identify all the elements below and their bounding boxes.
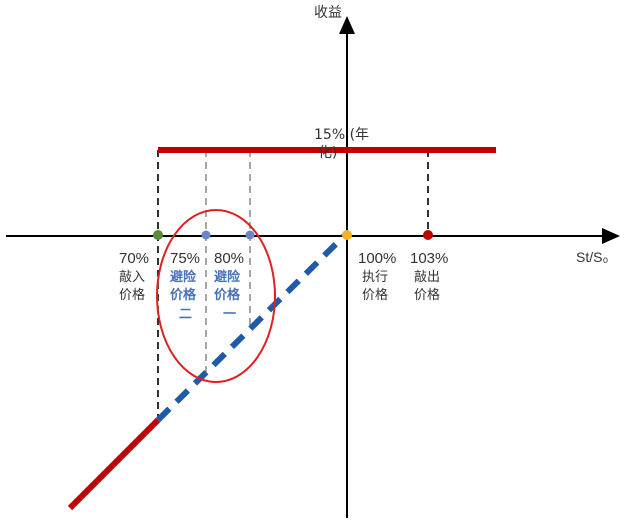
level-knock-in-text1: 敲入 xyxy=(119,269,145,285)
cap-label-line1: 15% (年 xyxy=(314,127,369,143)
level-strike-text1: 执行 xyxy=(362,270,388,285)
level-hedge-two-text1: 避险 xyxy=(170,269,197,285)
hedge-path-line xyxy=(155,233,347,423)
level-knock-in-pct: 70% xyxy=(119,250,149,267)
level-strike-text2: 价格 xyxy=(362,287,388,303)
level-knock-in-text2: 价格 xyxy=(119,287,145,303)
hedge-zone-circle xyxy=(156,209,276,383)
level-hedge-one-pct: 80% xyxy=(214,250,244,267)
level-hedge-one-text2: 价格 xyxy=(214,287,241,303)
hedge-one-point xyxy=(245,230,255,240)
strike-point xyxy=(342,230,352,240)
hedge-two-point xyxy=(201,230,211,240)
loss-line xyxy=(67,417,161,511)
level-knock-out-pct: 103% xyxy=(410,250,448,267)
knock-out-point xyxy=(423,230,433,240)
cap-label-line2: 化) xyxy=(318,145,337,161)
level-knock-out-text1: 敲出 xyxy=(414,269,440,285)
level-knock-out-text2: 价格 xyxy=(414,287,440,303)
x-axis-label: St/S₀ xyxy=(576,249,608,265)
level-hedge-one-text1: 避险 xyxy=(214,269,241,285)
y-axis-label: 收益 xyxy=(314,4,342,20)
level-hedge-two-text3: 二 xyxy=(179,307,192,322)
level-hedge-one-text3: 一 xyxy=(223,307,236,322)
level-hedge-two-text2: 价格 xyxy=(170,287,197,303)
level-hedge-two-pct: 75% xyxy=(170,250,200,267)
level-strike-pct: 100% xyxy=(358,250,396,267)
knock-in-point xyxy=(153,230,163,240)
